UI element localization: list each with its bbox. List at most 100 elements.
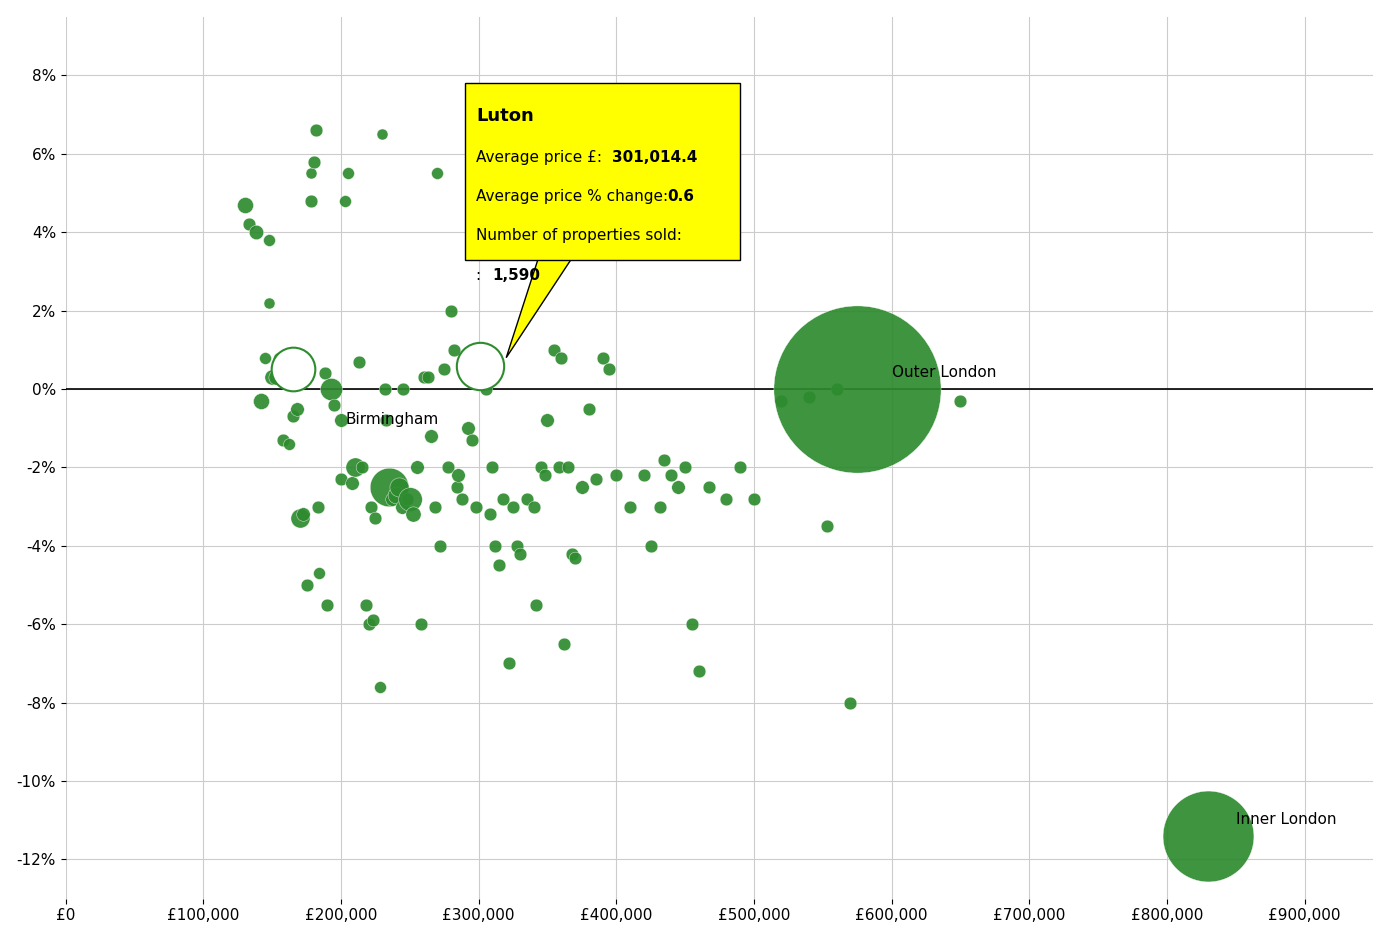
Point <box>537 413 559 428</box>
Text: 1,590: 1,590 <box>492 268 539 283</box>
Point <box>272 432 295 447</box>
Point <box>847 382 869 397</box>
Point <box>474 382 496 397</box>
Point <box>368 680 391 695</box>
Point <box>420 429 442 444</box>
Point <box>329 413 352 428</box>
Point <box>506 539 528 554</box>
Point <box>234 197 256 212</box>
Point <box>481 460 503 475</box>
Point <box>381 492 403 507</box>
Point <box>438 460 460 475</box>
Point <box>840 695 862 710</box>
Point <box>1197 828 1219 843</box>
Point <box>488 558 510 573</box>
Point <box>261 369 284 384</box>
Point <box>292 507 314 522</box>
Point <box>826 382 848 397</box>
Point <box>254 351 277 366</box>
Point <box>300 194 322 209</box>
Point <box>591 351 613 366</box>
Point <box>502 499 524 514</box>
Point <box>316 597 338 612</box>
Point <box>306 123 328 138</box>
Point <box>361 613 384 628</box>
Point <box>265 369 288 384</box>
Point <box>336 166 359 181</box>
Point <box>334 194 356 209</box>
Point <box>557 460 580 475</box>
Point <box>430 539 452 554</box>
Point <box>571 479 594 494</box>
Point <box>424 499 446 514</box>
Point <box>660 468 682 483</box>
Text: Luton: Luton <box>475 107 534 125</box>
Point <box>278 436 300 451</box>
Point <box>553 636 575 651</box>
Point <box>949 393 972 408</box>
Point <box>320 382 342 397</box>
Point <box>250 393 272 408</box>
Point <box>450 492 473 507</box>
Point <box>343 460 366 475</box>
Point <box>649 499 671 514</box>
Point <box>585 472 607 487</box>
Point <box>413 369 435 384</box>
Point <box>705 107 727 122</box>
Point <box>374 382 396 397</box>
Point <box>427 166 449 181</box>
Point <box>350 460 373 475</box>
Point <box>307 499 329 514</box>
Point <box>578 401 600 416</box>
Point <box>453 351 475 366</box>
Point <box>716 492 738 507</box>
Point <box>300 166 322 181</box>
Point <box>357 617 379 632</box>
Point <box>259 232 281 247</box>
Point <box>698 479 720 494</box>
Point <box>441 303 463 318</box>
Point <box>402 507 424 522</box>
Point <box>375 413 398 428</box>
Point <box>509 546 531 561</box>
Point <box>525 597 548 612</box>
Text: Number of properties sold:: Number of properties sold: <box>475 228 682 243</box>
Point <box>564 550 587 565</box>
Point <box>399 492 421 507</box>
Point <box>632 468 655 483</box>
Point <box>467 369 489 384</box>
FancyBboxPatch shape <box>464 84 741 259</box>
Point <box>313 366 335 381</box>
Point <box>406 460 428 475</box>
Text: :: : <box>475 268 486 283</box>
Text: Average price % change:: Average price % change: <box>475 189 673 204</box>
Point <box>392 382 414 397</box>
Point <box>434 362 456 377</box>
Point <box>371 127 393 142</box>
Point <box>303 154 325 169</box>
Point <box>329 472 352 487</box>
Point <box>391 499 413 514</box>
Text: 301,014.4: 301,014.4 <box>612 150 696 164</box>
Point <box>653 452 676 467</box>
Point <box>674 460 696 475</box>
Point <box>354 597 377 612</box>
Point <box>456 421 478 436</box>
Point <box>492 492 514 507</box>
Point <box>681 617 703 632</box>
Point <box>268 351 291 366</box>
Point <box>443 342 466 357</box>
Point <box>562 546 584 561</box>
Point <box>598 362 620 377</box>
Polygon shape <box>506 259 571 358</box>
Text: Inner London: Inner London <box>1236 812 1336 827</box>
Point <box>516 492 538 507</box>
Point <box>282 362 304 377</box>
Point <box>360 499 382 514</box>
Point <box>816 519 838 534</box>
Point <box>322 398 345 413</box>
Point <box>446 479 468 494</box>
Point <box>484 539 506 554</box>
Point <box>286 401 309 416</box>
Point <box>534 468 556 483</box>
